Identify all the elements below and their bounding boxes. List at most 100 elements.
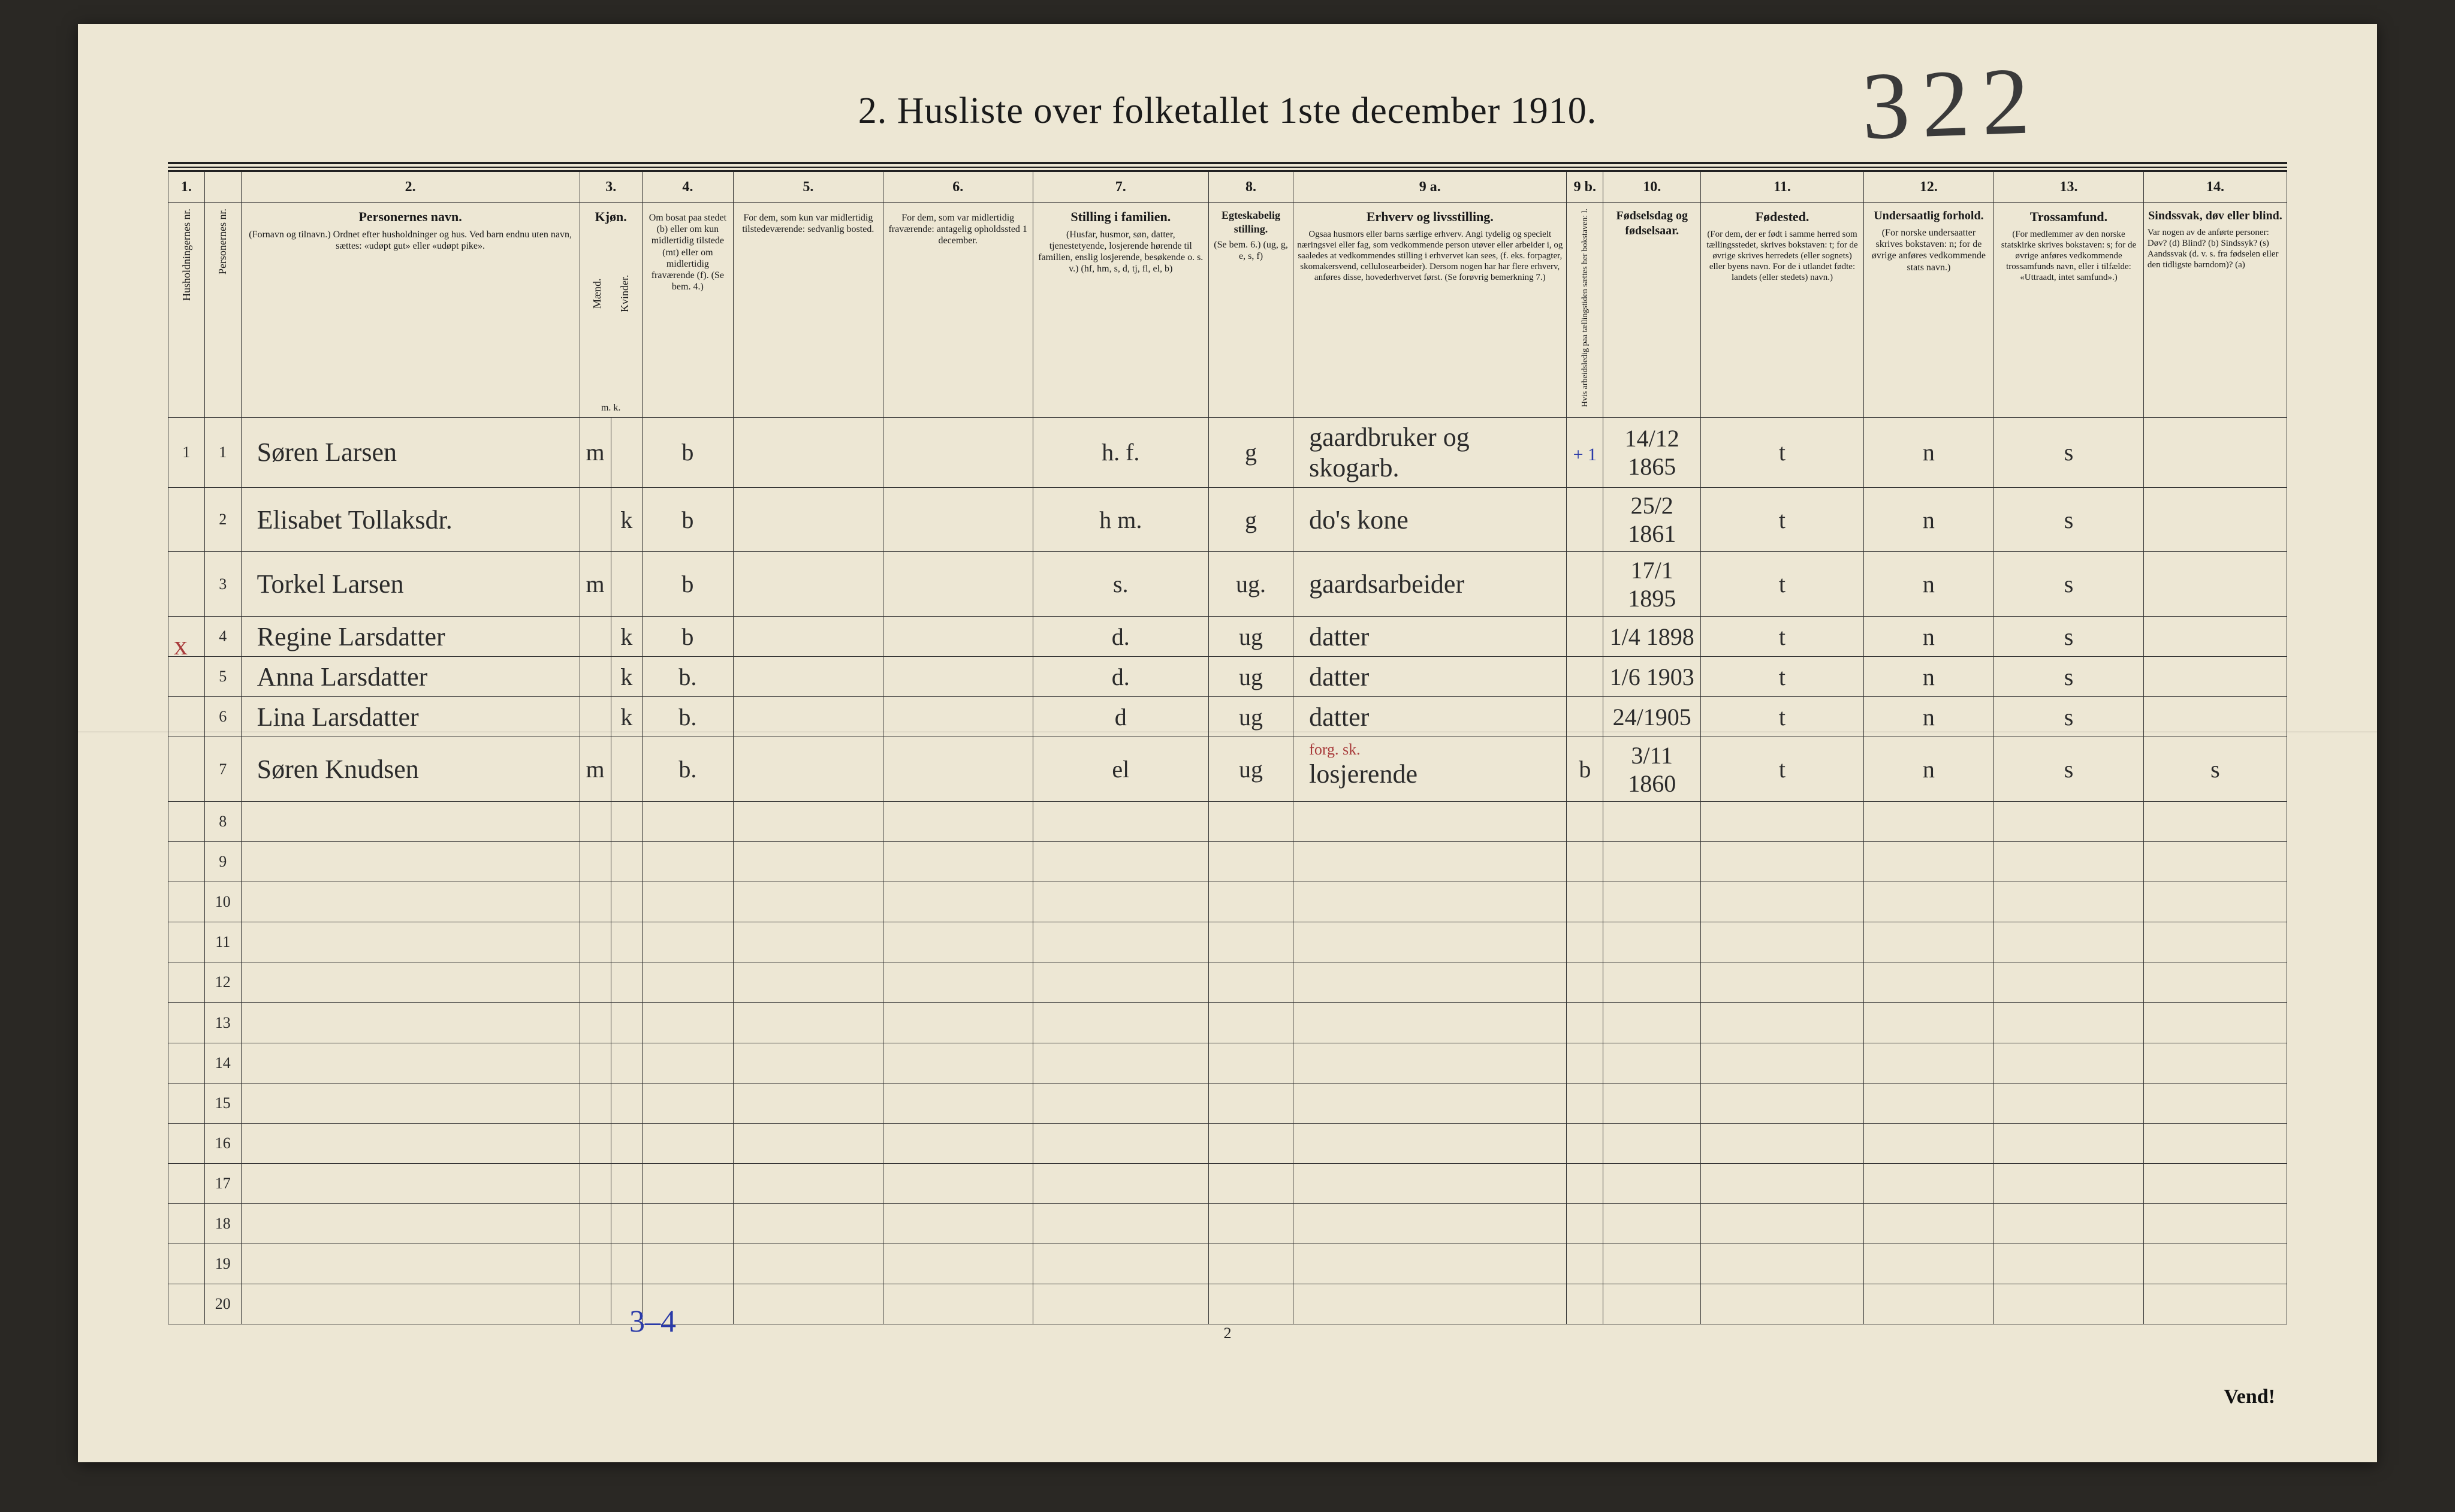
cell [241, 802, 580, 842]
cell [580, 962, 611, 1003]
colnum: 3. [580, 171, 642, 203]
cell [2143, 842, 2287, 882]
cell [1701, 1284, 1864, 1324]
cell [1994, 1163, 2144, 1203]
cell [1863, 1083, 1993, 1123]
census-page: 2. Husliste over folketallet 1ste decemb… [78, 24, 2377, 1462]
cell: b [642, 617, 733, 657]
cell [733, 882, 883, 922]
cell [733, 1043, 883, 1083]
cell [611, 1203, 642, 1244]
cell: s [1994, 552, 2144, 617]
cell [1701, 882, 1864, 922]
cell [733, 657, 883, 697]
cell [168, 552, 205, 617]
cell: k [611, 697, 642, 737]
colnum: 11. [1701, 171, 1864, 203]
colnum: 6. [883, 171, 1033, 203]
cell: gaardsarbeider [1293, 552, 1567, 617]
cell: t [1701, 487, 1864, 552]
cell [168, 487, 205, 552]
cell: 17/1 1895 [1603, 552, 1701, 617]
cell [1994, 882, 2144, 922]
cell [1994, 1003, 2144, 1043]
cell [1567, 657, 1603, 697]
cell: m [580, 737, 611, 802]
cell: Lina Larsdatter [241, 697, 580, 737]
cell: 2 [204, 487, 241, 552]
cell [2143, 1123, 2287, 1163]
cell: 13 [204, 1003, 241, 1043]
cell [1701, 1043, 1864, 1083]
cell: t [1701, 617, 1864, 657]
cell: 1 [204, 418, 241, 487]
cell: d [1033, 697, 1208, 737]
table-row: 18 [168, 1203, 2287, 1244]
cell [168, 1244, 205, 1284]
table-row: 10 [168, 882, 2287, 922]
hdr-stilling-fam: Stilling i familien. (Husfar, husmor, sø… [1033, 203, 1208, 418]
cell [1994, 1244, 2144, 1284]
cell [168, 1284, 205, 1324]
cell: ug [1208, 617, 1293, 657]
cell [580, 1163, 611, 1203]
cell: el [1033, 737, 1208, 802]
cell: 1/4 1898 [1603, 617, 1701, 657]
cell [611, 552, 642, 617]
table-row: 6Lina Larsdatterkb.dugdatter24/1905tns [168, 697, 2287, 737]
cell [1567, 1003, 1603, 1043]
cell: k [611, 657, 642, 697]
cell [1567, 1083, 1603, 1123]
cell [2143, 1244, 2287, 1284]
cell [733, 962, 883, 1003]
cell [1293, 882, 1567, 922]
cell [168, 962, 205, 1003]
cell: b. [642, 657, 733, 697]
cell: datter [1293, 657, 1567, 697]
cell: b [1567, 737, 1603, 802]
cell: 15 [204, 1083, 241, 1123]
page-title: 2. Husliste over folketallet 1ste decemb… [858, 90, 1597, 131]
cell [883, 617, 1033, 657]
cell: t [1701, 552, 1864, 617]
cell [168, 657, 205, 697]
cell [642, 1244, 733, 1284]
cell: d. [1033, 657, 1208, 697]
cell [1994, 842, 2144, 882]
cell: 20 [204, 1284, 241, 1324]
cell [733, 842, 883, 882]
cell [1208, 882, 1293, 922]
cell [2143, 487, 2287, 552]
cell [1701, 1123, 1864, 1163]
cell [733, 552, 883, 617]
cell [1033, 1123, 1208, 1163]
cell [1567, 802, 1603, 842]
cell [733, 737, 883, 802]
table-row: 11 [168, 922, 2287, 962]
cell [733, 617, 883, 657]
cell [1603, 1203, 1701, 1244]
cell [1567, 1163, 1603, 1203]
cell [642, 1083, 733, 1123]
cell [241, 1163, 580, 1203]
table-row: 9 [168, 842, 2287, 882]
cell [733, 697, 883, 737]
cell [1701, 1203, 1864, 1244]
cell [1208, 922, 1293, 962]
cell: b [642, 552, 733, 617]
cell: n [1863, 617, 1993, 657]
cell [1033, 802, 1208, 842]
table-row: 16 [168, 1123, 2287, 1163]
cell [642, 1163, 733, 1203]
cell: k [611, 487, 642, 552]
cell: + 1 [1567, 418, 1603, 487]
cell [1701, 962, 1864, 1003]
cell [883, 697, 1033, 737]
cell: ug [1208, 697, 1293, 737]
colnum: 8. [1208, 171, 1293, 203]
cell [241, 1244, 580, 1284]
cell: 14 [204, 1043, 241, 1083]
cell: s [1994, 737, 2144, 802]
cell [2143, 1003, 2287, 1043]
cell [733, 1284, 883, 1324]
